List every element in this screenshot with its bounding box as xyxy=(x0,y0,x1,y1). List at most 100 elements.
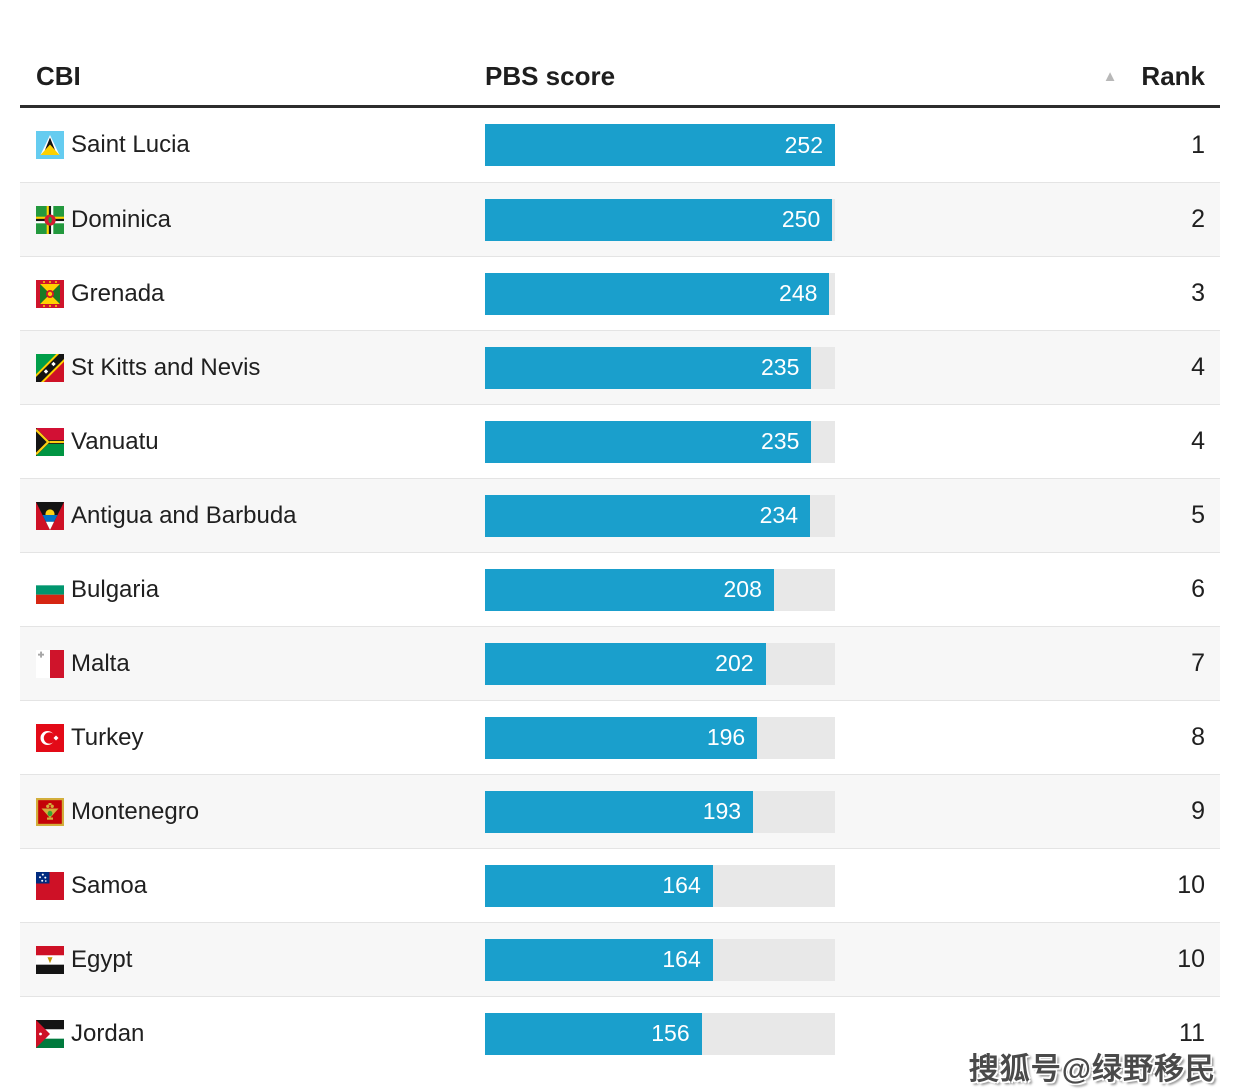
country-cell: Montenegro xyxy=(20,797,485,826)
country-name: Bulgaria xyxy=(71,575,160,603)
score-cell: 202 xyxy=(485,642,835,685)
country-name: Dominica xyxy=(71,205,172,233)
score-value: 164 xyxy=(662,872,701,898)
rank-value: 2 xyxy=(1191,205,1205,233)
score-value: 250 xyxy=(781,206,821,232)
flag-antigua-and-barbuda-icon xyxy=(36,501,64,530)
score-bar-track: 196 xyxy=(485,716,835,759)
table-row: Grenada 248 3 xyxy=(20,256,1220,330)
score-bar-track: 250 xyxy=(485,198,835,241)
country-cell: Malta xyxy=(20,649,485,678)
column-header-pbs-score[interactable]: PBS score xyxy=(485,61,616,91)
country-cell: St Kitts and Nevis xyxy=(20,353,485,382)
score-value: 234 xyxy=(759,502,798,528)
country-name: Montenegro xyxy=(71,797,200,825)
rank-value: 1 xyxy=(1191,130,1205,159)
score-cell: 250 xyxy=(485,198,835,241)
score-cell: 193 xyxy=(485,790,835,833)
score-bar: 250 xyxy=(485,198,833,241)
score-bar-track: 208 xyxy=(485,568,835,611)
country-name: Turkey xyxy=(71,723,144,751)
country-name: Malta xyxy=(71,649,130,677)
flag-saint-lucia-icon xyxy=(36,131,64,159)
rank-value: 11 xyxy=(1179,1019,1205,1047)
rank-value: 10 xyxy=(1177,945,1205,973)
flag-montenegro-icon xyxy=(36,797,64,826)
score-bar: 252 xyxy=(485,124,835,166)
score-bar-track: 164 xyxy=(485,938,835,981)
score-bar: 234 xyxy=(485,494,810,537)
score-bar: 248 xyxy=(485,272,830,315)
table-row: Bulgaria 208 6 xyxy=(20,552,1220,626)
score-bar: 164 xyxy=(485,938,713,981)
country-cell: Turkey xyxy=(20,723,485,752)
country-name: Saint Lucia xyxy=(71,131,190,158)
country-name: Egypt xyxy=(71,945,133,973)
score-cell: 196 xyxy=(485,716,835,759)
score-bar: 235 xyxy=(485,420,812,463)
rank-value: 3 xyxy=(1191,279,1205,307)
rank-value: 9 xyxy=(1191,797,1205,825)
country-name: Antigua and Barbuda xyxy=(71,501,297,529)
score-bar-track: 248 xyxy=(485,272,835,315)
score-bar-track: 235 xyxy=(485,346,835,389)
country-cell: Vanuatu xyxy=(20,427,485,456)
score-bar: 208 xyxy=(485,568,774,611)
rank-value: 6 xyxy=(1191,575,1205,603)
score-value: 252 xyxy=(784,131,823,158)
rank-header-label: Rank xyxy=(1141,61,1205,91)
rank-value: 4 xyxy=(1191,427,1205,455)
country-cell: Saint Lucia xyxy=(20,131,485,159)
flag-jordan-icon xyxy=(36,1019,64,1048)
table-header-row: CBI PBS score ▲ Rank xyxy=(20,0,1220,108)
score-cell: 248 xyxy=(485,272,835,315)
score-cell: 252 xyxy=(485,124,835,166)
country-cell: Egypt xyxy=(20,945,485,974)
score-value: 156 xyxy=(651,1020,690,1046)
score-bar-track: 202 xyxy=(485,642,835,685)
country-cell: Dominica xyxy=(20,205,485,234)
score-bar: 196 xyxy=(485,716,758,759)
flag-dominica-icon xyxy=(36,205,64,234)
column-header-cbi[interactable]: CBI xyxy=(36,61,81,91)
flag-malta-icon xyxy=(36,649,64,678)
country-cell: Samoa xyxy=(20,871,485,900)
table-row: St Kitts and Nevis 235 4 xyxy=(20,330,1220,404)
column-header-rank[interactable]: ▲ Rank xyxy=(835,63,1220,89)
country-name: Vanuatu xyxy=(71,427,159,455)
score-cell: 164 xyxy=(485,938,835,981)
country-cell: Antigua and Barbuda xyxy=(20,501,485,530)
country-name: Samoa xyxy=(71,871,148,899)
rank-value: 4 xyxy=(1191,353,1205,381)
table-row: Vanuatu 235 4 xyxy=(20,404,1220,478)
score-value: 202 xyxy=(715,650,754,676)
flag-egypt-icon xyxy=(36,945,64,974)
table-row: Dominica 250 2 xyxy=(20,182,1220,256)
score-bar: 235 xyxy=(485,346,812,389)
country-cell: Grenada xyxy=(20,279,485,308)
score-bar: 193 xyxy=(485,790,754,833)
table-row: Turkey 196 8 xyxy=(20,700,1220,774)
score-bar-track: 234 xyxy=(485,494,835,537)
table-body: Saint Lucia 252 1 Dominica 250 2 xyxy=(20,108,1220,1070)
score-value: 235 xyxy=(761,354,800,380)
table-row: Malta 202 7 xyxy=(20,626,1220,700)
score-bar: 156 xyxy=(485,1012,702,1055)
score-bar-track: 156 xyxy=(485,1012,835,1055)
score-cell: 235 xyxy=(485,346,835,389)
cbi-ranking-table: CBI PBS score ▲ Rank Saint Lucia 252 1 D… xyxy=(20,0,1220,1070)
score-value: 196 xyxy=(706,724,746,750)
table-row: Jordan 156 11 xyxy=(20,996,1220,1070)
triangle-up-icon[interactable]: ▲ xyxy=(1102,67,1118,85)
flag-bulgaria-icon xyxy=(36,575,64,604)
table-row: Montenegro 193 9 xyxy=(20,774,1220,848)
rank-value: 8 xyxy=(1191,723,1205,751)
score-value: 248 xyxy=(779,280,818,306)
score-bar-track: 252 xyxy=(485,124,835,166)
score-bar-track: 164 xyxy=(485,864,835,907)
flag-st-kitts-and-nevis-icon xyxy=(36,353,64,382)
country-cell: Jordan xyxy=(20,1019,485,1048)
table-row: Egypt 164 10 xyxy=(20,922,1220,996)
table-row: Antigua and Barbuda 234 5 xyxy=(20,478,1220,552)
score-cell: 208 xyxy=(485,568,835,611)
